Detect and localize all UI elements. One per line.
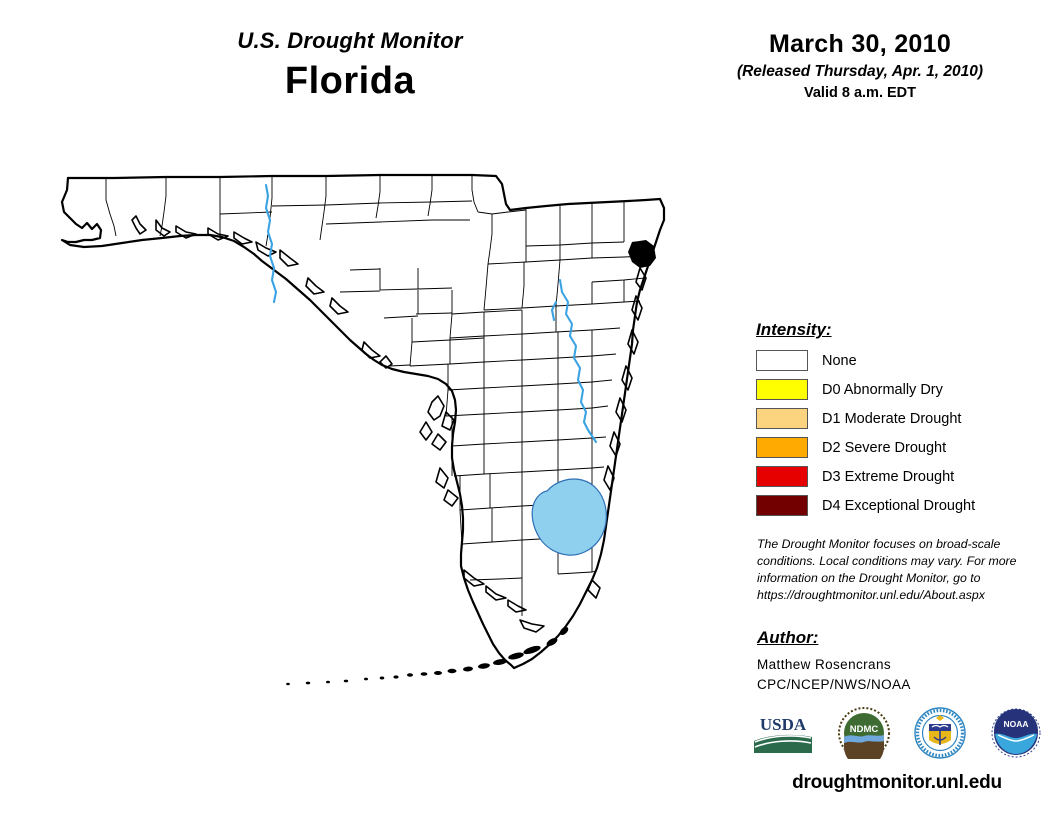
release-date: (Released Thursday, Apr. 1, 2010): [736, 63, 984, 80]
legend-swatch-d0: [756, 379, 808, 400]
st-johns-river: [558, 278, 598, 444]
florida-map[interactable]: [40, 150, 750, 790]
county-boundaries: [105, 175, 649, 616]
legend-item-none[interactable]: None: [756, 348, 1046, 373]
legend-title: Intensity:: [756, 320, 832, 339]
legend-label-d1: D1 Moderate Drought: [822, 410, 962, 427]
intensity-legend: Intensity: None D0 Abnormally Dry D1 Mod…: [756, 320, 1046, 522]
legend-item-d1[interactable]: D1 Moderate Drought: [756, 406, 1046, 431]
author-block: Author: Matthew Rosencrans CPC/NCEP/NWS/…: [757, 628, 1027, 694]
legend-item-d2[interactable]: D2 Severe Drought: [756, 435, 1046, 460]
header-right: March 30, 2010 (Released Thursday, Apr. …: [700, 30, 1020, 101]
legend-swatch-d3: [756, 466, 808, 487]
page-title-state: Florida: [284, 60, 416, 102]
site-url[interactable]: droughtmonitor.unl.edu: [792, 772, 1002, 793]
coastline-detail: [131, 215, 647, 633]
ndmc-logo-text: NDMC: [850, 724, 879, 735]
disclaimer-text: The Drought Monitor focuses on broad-sca…: [757, 537, 1017, 602]
author-name: Matthew Rosencrans: [757, 657, 892, 672]
lake-okeechobee: [531, 478, 607, 556]
legend-swatch-d4: [756, 495, 808, 516]
legend-label-d0: D0 Abnormally Dry: [822, 381, 943, 398]
legend-swatch-none: [756, 350, 808, 371]
florida-keys: [286, 626, 569, 686]
usda-logo-text: USDA: [760, 715, 807, 734]
legend-swatch-d1: [756, 408, 808, 429]
rivers: [264, 183, 598, 444]
noaa-logo[interactable]: NOAA: [990, 707, 1042, 759]
legend-swatch-d2: [756, 437, 808, 458]
page-title-program: U.S. Drought Monitor: [237, 28, 463, 53]
apalachicola-river: [264, 183, 278, 304]
partner-logos: USDA NDMC: [752, 702, 1042, 764]
legend-item-d3[interactable]: D3 Extreme Drought: [756, 464, 1046, 489]
author-heading: Author:: [757, 628, 819, 647]
jacksonville-coastal-area: [628, 240, 656, 268]
state-drought-fill: [60, 178, 564, 666]
noaa-logo-text: NOAA: [1003, 719, 1028, 729]
legend-item-d0[interactable]: D0 Abnormally Dry: [756, 377, 1046, 402]
header-left: U.S. Drought Monitor Florida: [110, 28, 590, 103]
valid-date: March 30, 2010: [768, 30, 952, 58]
valid-time: Valid 8 a.m. EDT: [803, 85, 916, 101]
usda-seal-logo[interactable]: [914, 707, 966, 759]
author-affiliation: CPC/NCEP/NWS/NOAA: [757, 676, 911, 692]
legend-label-none: None: [822, 352, 857, 369]
legend-label-d4: D4 Exceptional Drought: [822, 497, 976, 514]
legend-item-d4[interactable]: D4 Exceptional Drought: [756, 493, 1046, 518]
legend-label-d2: D2 Severe Drought: [822, 439, 947, 456]
usda-logo[interactable]: USDA: [752, 711, 814, 755]
ndmc-logo[interactable]: NDMC: [838, 707, 890, 759]
legend-label-d3: D3 Extreme Drought: [822, 468, 955, 485]
